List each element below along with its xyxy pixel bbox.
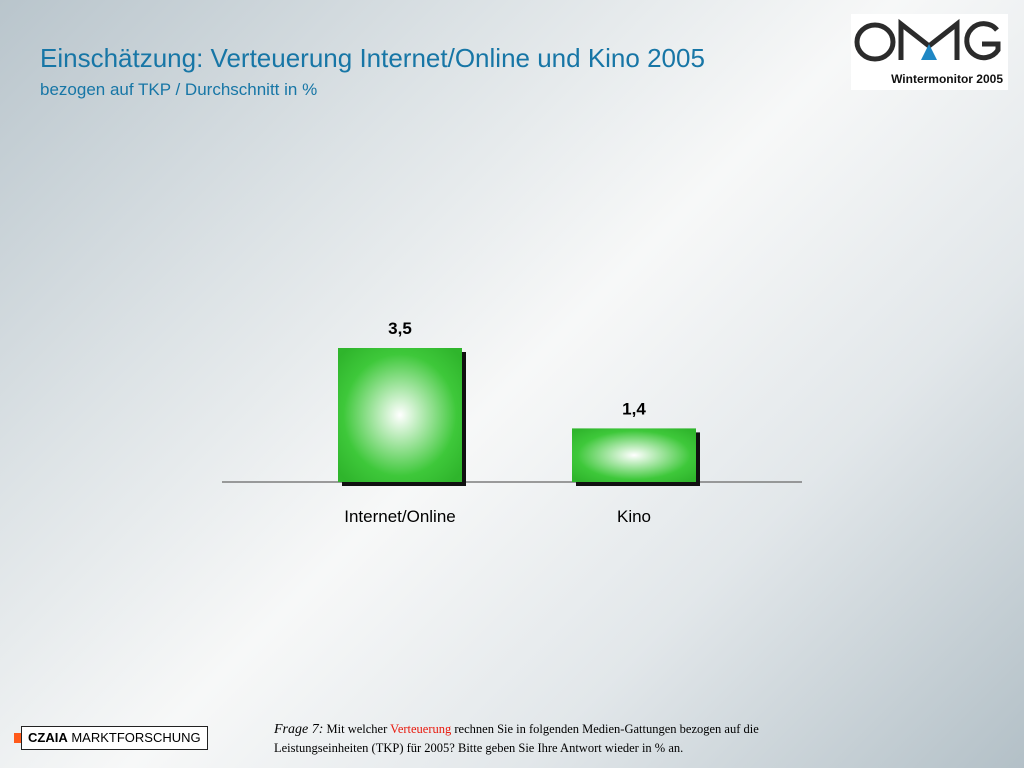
question-text: Frage 7: Mit welcher Verteuerung rechnen… (274, 720, 854, 757)
question-highlight: Verteuerung (390, 722, 452, 736)
question-label: Frage 7: (274, 722, 324, 737)
category-label: Internet/Online (344, 507, 456, 526)
page-subtitle: bezogen auf TKP / Durchschnitt in % (40, 80, 318, 99)
page-title: Einschätzung: Verteuerung Internet/Onlin… (40, 43, 705, 73)
bar-kino (572, 428, 696, 482)
category-label: Kino (617, 507, 651, 526)
brand-square-icon (14, 733, 24, 743)
brand-rest: MARKTFORSCHUNG (71, 730, 201, 745)
logo-caption: Wintermonitor 2005 (891, 72, 1003, 86)
question-pre: Mit welcher (326, 722, 388, 736)
question-post: rechnen Sie in folgenden Medien-Gattunge… (274, 722, 759, 755)
bar-internet-online (338, 348, 462, 482)
bar-value-label: 3,5 (388, 319, 412, 338)
omg-logo: Wintermonitor 2005 (851, 14, 1008, 90)
omg-logo-wordmark (854, 18, 1001, 62)
brand-bold: CZAIA (28, 730, 68, 745)
brand-box: CZAIA MARKTFORSCHUNG (21, 726, 208, 750)
bar-value-label: 1,4 (622, 399, 646, 418)
